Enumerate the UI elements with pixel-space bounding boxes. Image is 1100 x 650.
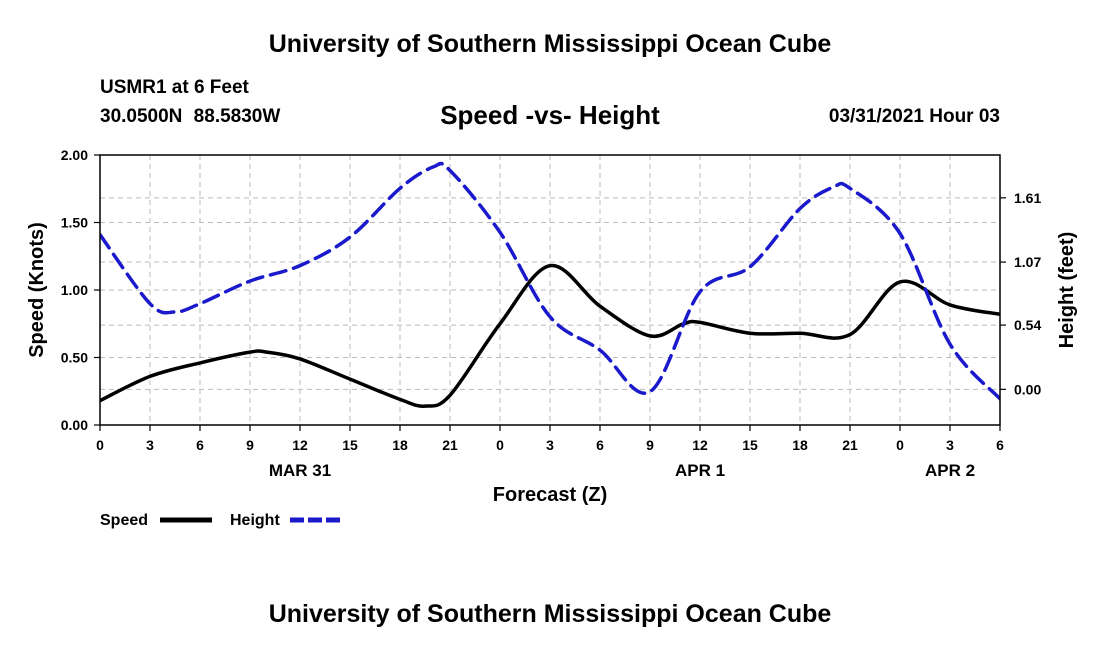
y-tick-label: 0.50 bbox=[61, 350, 88, 366]
date-label: MAR 31 bbox=[269, 461, 331, 480]
top-title: University of Southern Mississippi Ocean… bbox=[268, 30, 832, 58]
y-axis-title: Speed (Knots) bbox=[26, 222, 48, 358]
grid-lines bbox=[100, 155, 1000, 425]
x-tick-label: 3 bbox=[146, 437, 154, 453]
axes: 0 3 6 9 12 15 18 21 0 3 6 9 12 15 18 21 0 3 6 0.00 0.50 1.00 1… bbox=[26, 147, 1078, 506]
legend-label-speed: Speed bbox=[100, 512, 148, 529]
y2-tick-label: 0.00 bbox=[1014, 381, 1041, 397]
x-tick-label: 0 bbox=[496, 437, 504, 453]
x-tick-label: 3 bbox=[546, 437, 554, 453]
y2-tick-label: 1.61 bbox=[1014, 190, 1041, 206]
x-tick-label: 6 bbox=[596, 437, 604, 453]
y2-axis-title: Height (feet) bbox=[1056, 232, 1078, 349]
x-tick-label: 21 bbox=[842, 437, 858, 453]
y-tick-label: 2.00 bbox=[61, 147, 88, 163]
y-tick-label: 1.00 bbox=[61, 282, 88, 298]
series-lines bbox=[100, 161, 1000, 408]
forecast-datetime: 03/31/2021 Hour 03 bbox=[828, 106, 1000, 127]
x-tick-label: 9 bbox=[246, 437, 254, 453]
date-label: APR 2 bbox=[925, 461, 975, 480]
x-tick-label: 0 bbox=[96, 437, 104, 453]
x-tick-label: 3 bbox=[946, 437, 954, 453]
x-tick-label: 6 bbox=[196, 437, 204, 453]
station-label: USMR1 at 6 Feet bbox=[100, 77, 249, 98]
x-tick-label: 0 bbox=[896, 437, 904, 453]
height-series-line bbox=[100, 161, 1000, 401]
chart-subtitle: Speed -vs- Height bbox=[440, 100, 660, 130]
y-tick-label: 0.00 bbox=[61, 417, 88, 433]
speed-series-line bbox=[100, 263, 1000, 408]
x-tick-label: 18 bbox=[392, 437, 408, 453]
x-tick-label: 21 bbox=[442, 437, 458, 453]
legend-label-height: Height bbox=[230, 512, 280, 529]
x-tick-label: 6 bbox=[996, 437, 1004, 453]
y2-tick-label: 1.07 bbox=[1014, 254, 1041, 270]
station-coordinates: 30.0500N 88.5830W bbox=[100, 106, 281, 127]
x-tick-label: 18 bbox=[792, 437, 808, 453]
bottom-title: University of Southern Mississippi Ocean… bbox=[268, 600, 832, 628]
x-axis-title: Forecast (Z) bbox=[493, 484, 607, 506]
date-label: APR 1 bbox=[675, 461, 725, 480]
x-tick-label: 9 bbox=[646, 437, 654, 453]
y-tick-label: 1.50 bbox=[61, 215, 88, 231]
x-tick-label: 15 bbox=[742, 437, 758, 453]
x-tick-label: 12 bbox=[692, 437, 708, 453]
x-tick-label: 15 bbox=[342, 437, 358, 453]
x-tick-label: 12 bbox=[292, 437, 308, 453]
y2-tick-label: 0.54 bbox=[1014, 317, 1041, 333]
legend: Speed Height bbox=[100, 512, 342, 529]
